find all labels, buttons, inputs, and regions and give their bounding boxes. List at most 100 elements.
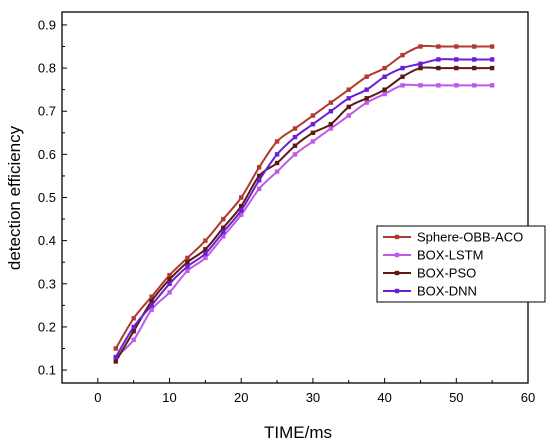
- data-point: [185, 255, 190, 261]
- data-point: [185, 260, 190, 265]
- series-layer: [113, 44, 495, 364]
- data-point: [400, 74, 405, 79]
- data-point: [149, 298, 154, 304]
- x-tick-label: 10: [162, 390, 176, 405]
- data-point: [400, 52, 405, 58]
- data-point: [256, 173, 262, 179]
- data-point: [239, 195, 244, 200]
- data-point: [310, 113, 316, 118]
- data-point: [274, 139, 280, 144]
- legend-marker: [394, 288, 400, 294]
- data-point: [310, 121, 316, 127]
- data-point: [472, 83, 477, 88]
- data-point: [203, 238, 208, 243]
- legend-label: Sphere-OBB-ACO: [417, 230, 523, 245]
- y-axis-title: detection efficiency: [5, 125, 24, 270]
- data-point: [472, 65, 477, 71]
- data-point: [382, 65, 387, 71]
- legend-marker: [394, 252, 400, 258]
- data-point: [489, 65, 495, 71]
- data-point: [185, 268, 190, 274]
- data-point: [364, 74, 369, 79]
- legend-item: BOX-LSTM: [383, 248, 483, 263]
- legend-marker: [394, 270, 400, 276]
- data-point: [454, 57, 459, 62]
- legend-item: BOX-DNN: [383, 284, 477, 299]
- data-point: [418, 61, 423, 66]
- data-point: [292, 134, 298, 140]
- data-point: [167, 277, 172, 282]
- data-point: [239, 203, 244, 209]
- data-point: [131, 316, 136, 321]
- y-tick-label: 0.4: [38, 233, 56, 248]
- legend-marker: [394, 234, 400, 240]
- data-point: [221, 225, 226, 230]
- data-point: [382, 91, 387, 97]
- x-tick-label: 40: [377, 390, 391, 405]
- data-point: [382, 87, 387, 92]
- data-point: [346, 96, 351, 101]
- data-point: [185, 264, 190, 269]
- data-point: [203, 247, 208, 252]
- data-point: [400, 83, 405, 88]
- data-point: [292, 152, 298, 157]
- x-axis-title: TIME/ms: [264, 423, 332, 442]
- y-tick-label: 0.1: [38, 363, 56, 378]
- series-box-lstm: [113, 83, 495, 360]
- data-point: [454, 65, 459, 71]
- x-tick-label: 50: [449, 390, 463, 405]
- data-point: [256, 186, 262, 192]
- legend-label: BOX-DNN: [417, 284, 477, 299]
- data-point: [418, 44, 423, 49]
- legend-item: Sphere-OBB-ACO: [383, 230, 523, 245]
- data-point: [472, 44, 477, 49]
- data-point: [346, 113, 351, 118]
- data-point: [131, 324, 136, 330]
- series-line: [114, 58, 493, 358]
- data-point: [113, 359, 118, 364]
- data-point: [489, 83, 495, 88]
- data-point: [346, 104, 351, 110]
- data-point: [131, 329, 136, 334]
- data-point: [454, 83, 459, 88]
- series-line: [114, 66, 493, 362]
- data-point: [221, 229, 226, 235]
- legend: Sphere-OBB-ACO BOX-LSTM BOX-PSO BOX-DNN: [376, 225, 546, 303]
- data-point: [221, 234, 226, 239]
- data-point: [113, 354, 118, 360]
- data-point: [203, 255, 208, 261]
- x-tick-label: 20: [234, 390, 248, 405]
- data-point: [239, 212, 244, 217]
- data-point: [113, 346, 118, 351]
- y-tick-label: 0.5: [38, 190, 56, 205]
- data-point: [418, 65, 423, 71]
- series-box-dnn: [113, 57, 495, 360]
- series-box-pso: [113, 65, 495, 364]
- y-tick-label: 0.9: [38, 17, 56, 32]
- data-point: [203, 251, 208, 256]
- legend-box: [376, 225, 546, 303]
- legend-label: BOX-LSTM: [417, 248, 483, 263]
- y-tick-label: 0.3: [38, 276, 56, 291]
- data-point: [274, 169, 280, 174]
- data-point: [418, 83, 423, 88]
- data-point: [364, 96, 369, 101]
- y-tick-label: 0.8: [38, 61, 56, 76]
- data-point: [400, 65, 405, 71]
- series-line: [115, 83, 493, 358]
- data-point: [328, 109, 334, 114]
- legend-label: BOX-PSO: [417, 266, 476, 281]
- series-line: [114, 44, 493, 350]
- data-point: [436, 65, 441, 71]
- data-point: [328, 121, 334, 127]
- data-point: [472, 57, 477, 62]
- y-tick-label: 0.6: [38, 147, 56, 162]
- data-point: [274, 152, 280, 157]
- data-point: [167, 290, 172, 295]
- x-tick-label: 0: [94, 390, 101, 405]
- y-tick-label: 0.2: [38, 319, 56, 334]
- data-point: [436, 83, 441, 88]
- data-point: [274, 160, 280, 166]
- data-point: [221, 216, 226, 222]
